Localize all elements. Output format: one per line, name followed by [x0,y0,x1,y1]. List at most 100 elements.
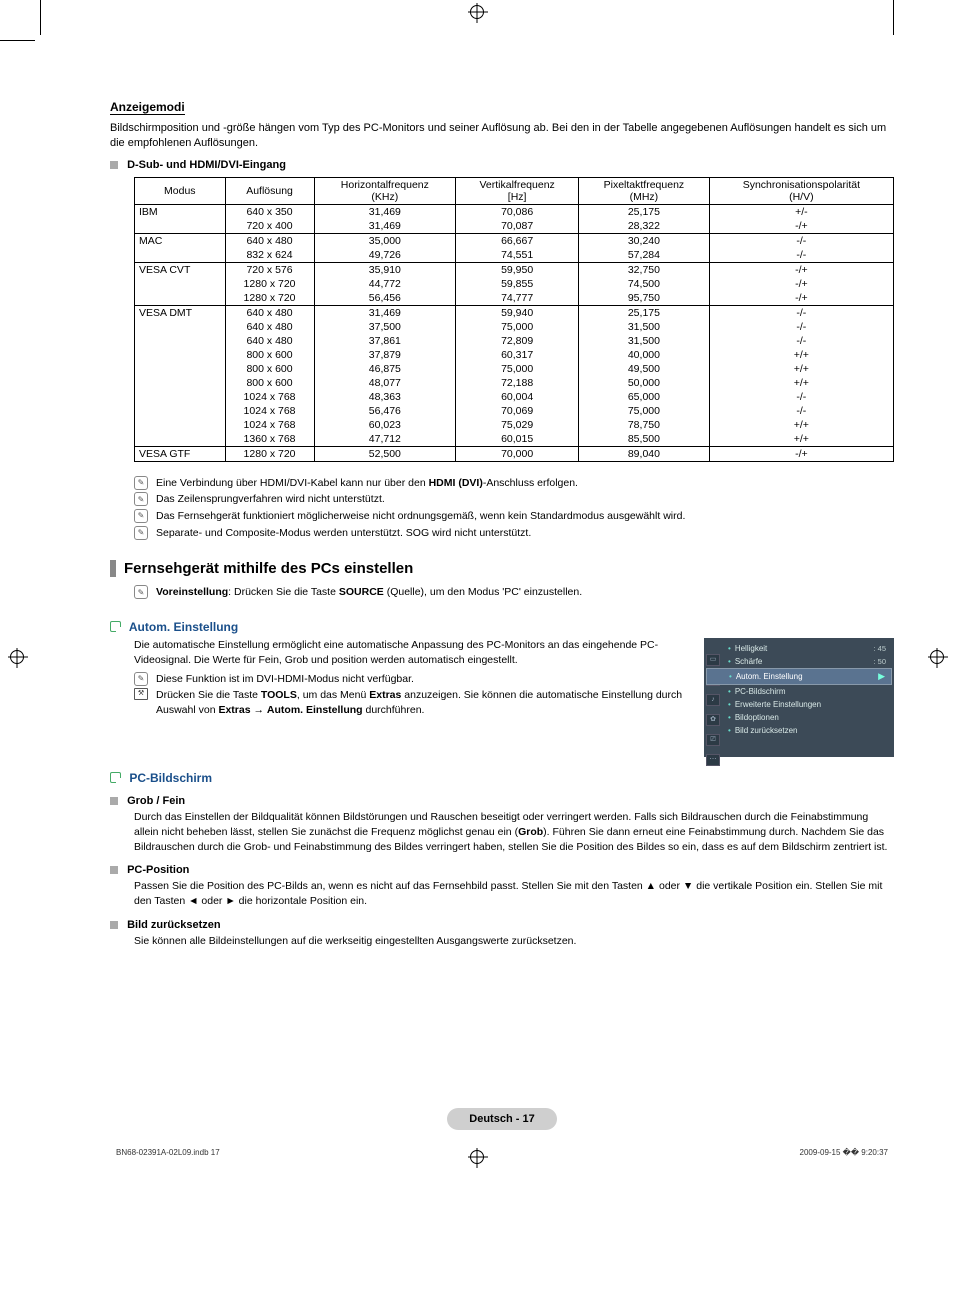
col-pclk-unit: (MHz) [630,191,659,203]
data-cell: 46,875 [314,362,456,376]
table-row: 800 x 60048,07772,18850,000+/+ [135,376,894,390]
square-bullet-icon [110,161,118,169]
osd-icon: ⋯ [706,754,720,766]
autom-heading: Autom. Einstellung [110,620,894,634]
table-row: 640 x 48037,86172,80931,500-/- [135,334,894,348]
osd-value: : 45 [873,644,886,653]
data-cell: 74,500 [579,277,710,291]
data-cell: 70,000 [456,446,579,461]
osd-row[interactable]: •Schärfe: 50 [706,655,892,668]
mode-cell: VESA GTF [135,446,226,461]
data-cell: 59,855 [456,277,579,291]
pc-title-label: PC-Bildschirm [129,771,212,785]
data-cell: 60,317 [456,348,579,362]
preset-bold1: Voreinstellung [156,586,228,598]
intro-text: Bildschirmposition und -größe hängen vom… [110,121,894,151]
autom-title-label: Autom. Einstellung [129,620,238,634]
data-cell: 1024 x 768 [225,404,314,418]
dot-icon: • [728,687,731,696]
data-cell: 75,000 [456,320,579,334]
data-cell: 75,029 [456,418,579,432]
data-cell: +/- [709,204,893,219]
osd-row[interactable]: •Autom. Einstellung▶ [706,668,892,685]
col-hfreq: Horizontalfrequenz(KHz) [314,177,456,204]
mode-cell: VESA CVT [135,262,226,305]
pc-body1-bold: Grob [518,826,543,838]
data-cell: 832 x 624 [225,248,314,263]
osd-label: Erweiterte Einstellungen [735,700,821,709]
col-pclk: Pixeltaktfrequenz(MHz) [579,177,710,204]
note-item: ✎Separate- und Composite-Modus werden un… [134,526,894,541]
note-text: Das Fernsehgerät funktioniert möglicherw… [156,509,685,524]
preset-mid: : Drücken Sie die Taste [228,586,339,598]
display-modes-table: Modus Auflösung Horizontalfrequenz(KHz) … [134,177,894,462]
data-cell: 640 x 480 [225,320,314,334]
note-icon: ✎ [134,509,148,523]
data-cell: 720 x 400 [225,219,314,234]
table-row: 1360 x 76847,71260,01585,500+/+ [135,432,894,447]
osd-label: Autom. Einstellung [736,672,803,681]
registration-mark-right [930,650,944,664]
data-cell: 52,500 [314,446,456,461]
osd-menu: ▭ ◐ ♪ ✿ ⎚ ⋯ •Helligkeit: 45•Schärfe: 50•… [704,638,894,757]
osd-row[interactable]: •Bildoptionen [706,711,892,724]
data-cell: 65,000 [579,390,710,404]
tools-icon: ⚒ [134,688,148,700]
pc-body3-text: Sie können alle Bildeinstellungen auf di… [134,934,894,949]
pc-body2: Passen Sie die Position des PC-Bilds an,… [134,879,894,908]
data-cell: 35,910 [314,262,456,277]
pc-sub3-label: Bild zurücksetzen [127,919,221,931]
t-mid: , um das Menü [297,689,369,701]
data-cell: 1280 x 720 [225,277,314,291]
osd-row[interactable]: •Bild zurücksetzen [706,724,892,737]
preset-post: (Quelle), um den Modus 'PC' einzustellen… [384,586,582,598]
col-sync-label: Synchronisationspolarität [743,179,860,191]
osd-label: Helligkeit [735,644,767,653]
osd-label: Schärfe [735,657,763,666]
preset-text: Voreinstellung: Drücken Sie die Taste SO… [156,585,582,600]
osd-row[interactable]: •Erweiterte Einstellungen [706,698,892,711]
table-row: IBM640 x 35031,46970,08625,175+/- [135,204,894,219]
dot-icon: • [728,726,731,735]
data-cell: 60,004 [456,390,579,404]
col-sync-unit: (H/V) [789,191,814,203]
data-cell: 85,500 [579,432,710,447]
print-footer: BN68-02391A-02L09.indb 17 2009-09-15 �� … [110,1148,894,1157]
data-cell: 800 x 600 [225,348,314,362]
table-heading: D-Sub- und HDMI/DVI-Eingang [110,159,894,171]
table-row: 1280 x 72044,77259,85574,500-/+ [135,277,894,291]
data-cell: 28,322 [579,219,710,234]
pc-sub1-label: Grob / Fein [127,795,185,807]
data-cell: 37,879 [314,348,456,362]
data-cell: 1360 x 768 [225,432,314,447]
preset-note: ✎ Voreinstellung: Drücken Sie die Taste … [134,585,894,600]
table-row: 1024 x 76856,47670,06975,000-/- [135,404,894,418]
dot-icon: • [728,657,731,666]
note-text: Das Zeilensprungverfahren wird nicht unt… [156,492,385,507]
data-cell: -/- [709,404,893,418]
data-cell: +/+ [709,376,893,390]
osd-row[interactable]: •PC-Bildschirm [706,685,892,698]
data-cell: 640 x 480 [225,334,314,348]
data-cell: 1024 x 768 [225,418,314,432]
data-cell: 640 x 480 [225,305,314,320]
data-cell: 31,469 [314,204,456,219]
data-cell: 49,726 [314,248,456,263]
data-cell: 70,086 [456,204,579,219]
data-cell: 1280 x 720 [225,446,314,461]
note-item: ✎ Das Fernsehgerät funktioniert möglicher… [134,509,894,524]
pc-screen-heading: PC-Bildschirm [110,771,894,785]
square-bullet-icon [110,866,118,874]
page-footer: Deutsch - 17 [110,1108,894,1130]
mode-cell: IBM [135,204,226,233]
data-cell: 70,087 [456,219,579,234]
t-post: durchführen. [363,704,425,716]
osd-row[interactable]: •Helligkeit: 45 [706,642,892,655]
note-icon: ✎ [134,526,148,540]
table-row: 1024 x 76848,36360,00465,000-/- [135,390,894,404]
col-mode: Modus [135,177,226,204]
data-cell: 57,284 [579,248,710,263]
data-cell: +/+ [709,418,893,432]
data-cell: 37,861 [314,334,456,348]
registration-mark-left [10,650,24,664]
